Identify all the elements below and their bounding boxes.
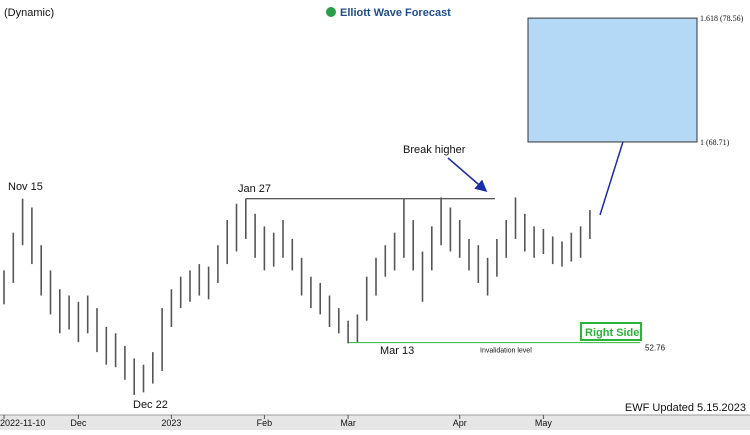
logo-icon (326, 7, 336, 17)
arrow (447, 157, 488, 192)
annotation: Jan 27 (238, 183, 271, 195)
target-label: 1 (68.71) (700, 138, 730, 147)
target-zone (527, 17, 698, 143)
x-tick-label: 2023 (161, 418, 181, 428)
annotation: Nov 15 (8, 181, 43, 193)
badge-box (580, 322, 642, 341)
invalidation-value: 52.76 (645, 344, 666, 353)
x-tick-label: Mar (340, 418, 356, 428)
target-label: 1.618 (78.56) (700, 14, 744, 23)
x-tick-label: Dec (70, 418, 87, 428)
header: (Dynamic) (4, 7, 54, 19)
annotation: Break higher (403, 144, 466, 156)
x-tick-label: Feb (257, 418, 273, 428)
badge: Right Side (585, 327, 639, 339)
x-axis-band (0, 415, 750, 430)
invalidation-name: Invalidation level (480, 348, 532, 355)
x-tick-label: 2022-11-10 (0, 418, 45, 428)
x-tick-label: May (535, 418, 553, 428)
logo: Elliott Wave Forecast (340, 7, 451, 19)
footer: EWF Updated 5.15.2023 (625, 402, 746, 414)
x-tick-label: Apr (453, 418, 467, 428)
annotation: Mar 13 (380, 345, 414, 357)
annotation: Dec 22 (133, 399, 168, 411)
